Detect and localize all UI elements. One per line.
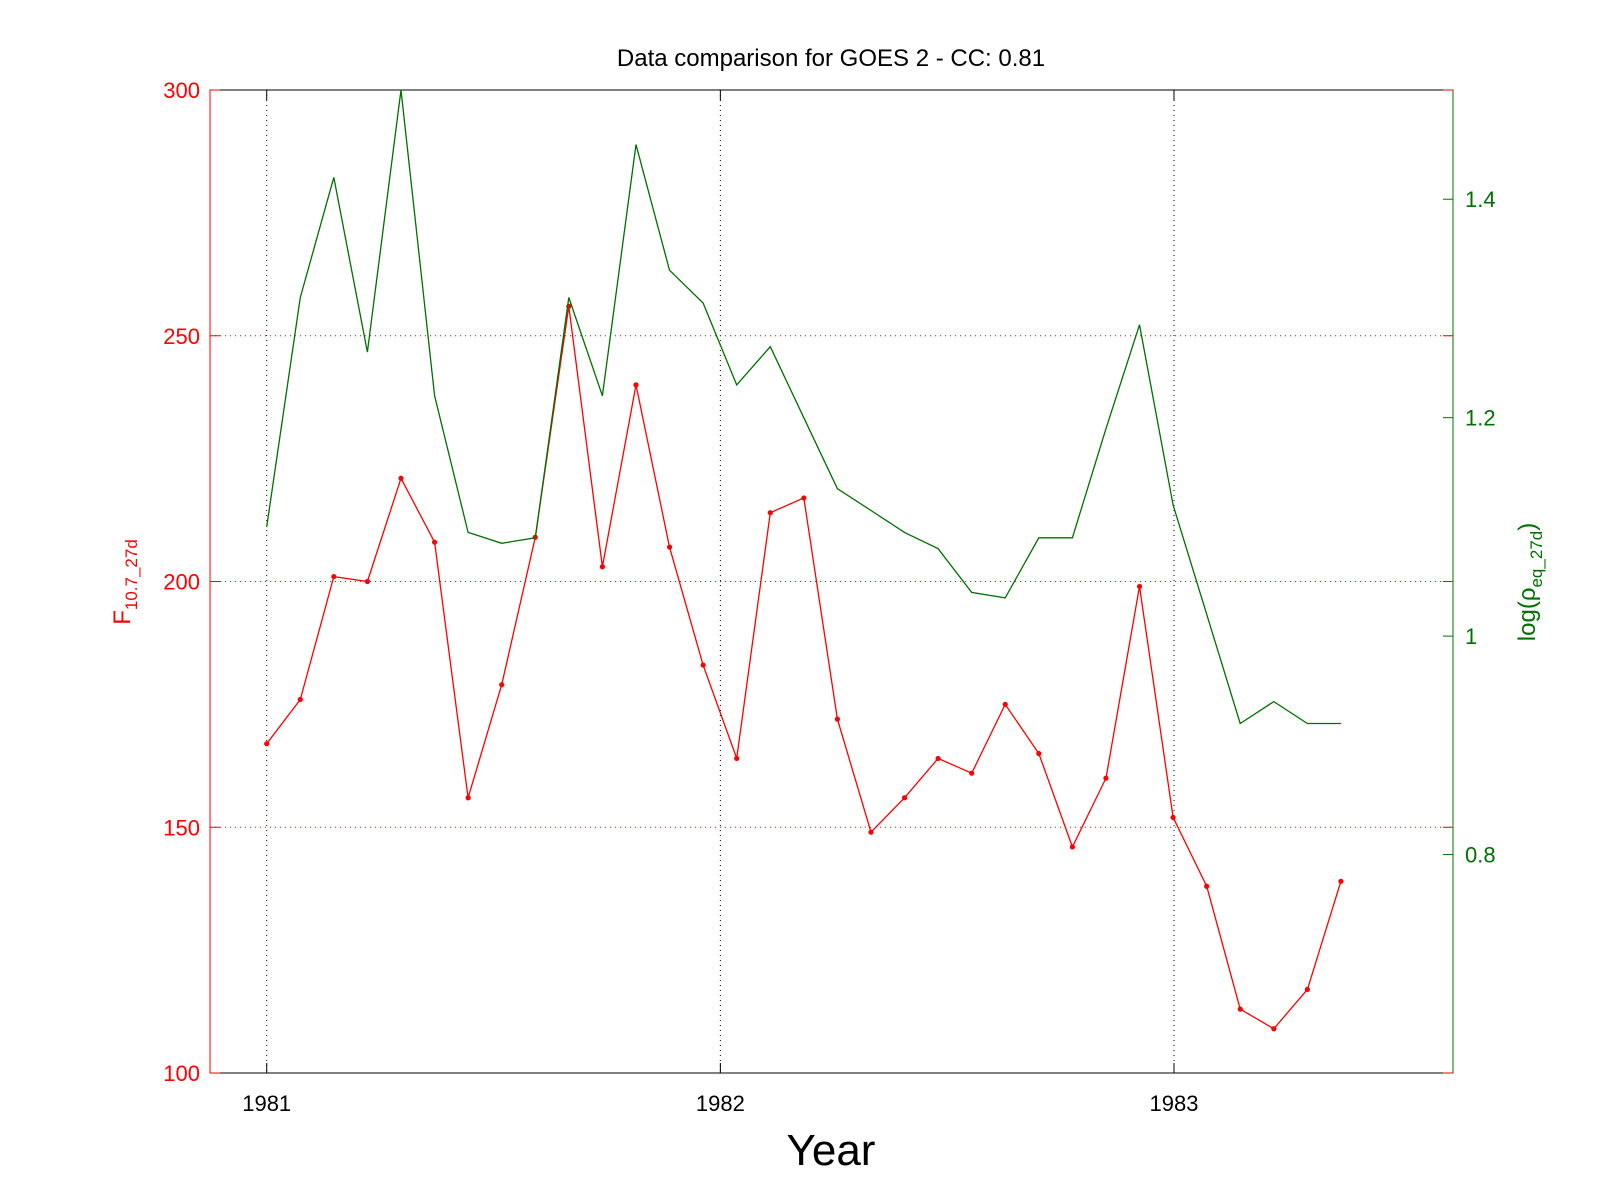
series-point-f107 bbox=[264, 741, 270, 747]
series-point-f107 bbox=[297, 696, 303, 703]
series-point-f107 bbox=[499, 682, 505, 688]
series-line-log-rho bbox=[266, 89, 1341, 725]
series-point-f107 bbox=[901, 795, 908, 801]
y-axis-label-left-subscript: 10.7_27d bbox=[122, 539, 141, 610]
series-point-f107 bbox=[734, 755, 740, 762]
series-point-f107 bbox=[935, 755, 941, 762]
series-point-f107 bbox=[1136, 583, 1143, 590]
series-point-f107 bbox=[1338, 878, 1344, 884]
grid bbox=[210, 90, 1453, 1073]
y-axis-label-right-subscript: eq_27d bbox=[1527, 531, 1546, 588]
y-right-tick-label: 1 bbox=[1465, 624, 1477, 649]
ticks: 1981 1982 1983 100 150 200 250 300 0.8 1 1.2 1.4 bbox=[163, 78, 1495, 1116]
series-point-f107 bbox=[834, 716, 840, 722]
series-point-f107 bbox=[868, 829, 874, 835]
series-point-f107 bbox=[801, 495, 807, 501]
y-left-tick-label: 150 bbox=[163, 815, 200, 840]
series-point-f107 bbox=[1204, 883, 1210, 889]
series-point-f107 bbox=[1002, 701, 1008, 707]
x-axis-label: Year bbox=[787, 1126, 876, 1175]
series-point-f107 bbox=[364, 578, 371, 585]
series-point-f107 bbox=[700, 662, 706, 668]
y-axis-label-right-prefix: log(ρ bbox=[1514, 588, 1541, 642]
y-axis-label-right-suffix: ) bbox=[1514, 523, 1541, 531]
y-left-tick-label: 300 bbox=[163, 78, 200, 103]
y-left-tick-label: 200 bbox=[163, 570, 200, 595]
x-tick-label: 1981 bbox=[242, 1091, 291, 1116]
series-point-f107 bbox=[1036, 750, 1042, 757]
series-point-f107 bbox=[599, 564, 606, 570]
y-axis-label-left-base: F bbox=[109, 610, 136, 625]
series-point-f107 bbox=[331, 573, 337, 580]
series-point-f107 bbox=[969, 770, 975, 776]
y-right-tick-label: 1.2 bbox=[1465, 406, 1496, 431]
series-point-f107 bbox=[398, 475, 404, 481]
chart-title: Data comparison for GOES 2 - CC: 0.81 bbox=[617, 45, 1045, 72]
y-left-tick-label: 100 bbox=[163, 1061, 200, 1086]
series bbox=[264, 89, 1344, 1032]
y-right-tick-label: 1.4 bbox=[1465, 187, 1496, 212]
y-axis-label-right: log(ρeq_27d) bbox=[1514, 523, 1546, 641]
series-point-f107 bbox=[1304, 986, 1310, 993]
x-tick-label: 1982 bbox=[696, 1091, 745, 1116]
x-tick-label: 1983 bbox=[1150, 1091, 1199, 1116]
series-point-f107 bbox=[1103, 775, 1109, 781]
y-right-tick-label: 0.8 bbox=[1465, 843, 1496, 868]
series-point-f107 bbox=[1170, 814, 1176, 821]
series-point-f107 bbox=[666, 544, 673, 550]
series-point-f107 bbox=[1069, 844, 1075, 850]
series-point-f107 bbox=[767, 510, 773, 516]
series-point-f107 bbox=[465, 795, 471, 801]
y-axis-label-left: F10.7_27d bbox=[109, 539, 141, 625]
y-left-tick-label: 250 bbox=[163, 324, 200, 349]
series-point-f107 bbox=[431, 539, 438, 545]
series-point-f107 bbox=[1237, 1006, 1243, 1012]
series-point-f107 bbox=[633, 382, 639, 388]
series-point-f107 bbox=[1271, 1026, 1277, 1032]
